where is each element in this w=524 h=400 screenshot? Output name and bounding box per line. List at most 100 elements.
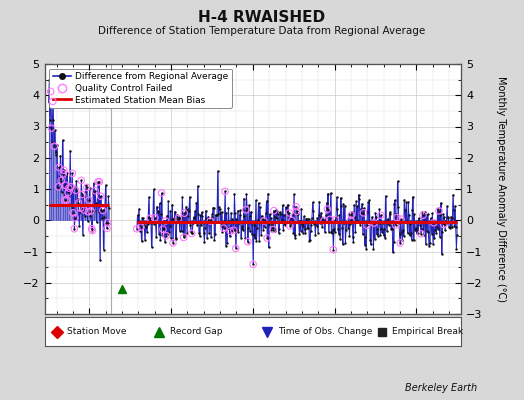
Point [406, 221, 414, 228]
Point [382, 218, 390, 224]
Point [254, 200, 263, 206]
Point [200, 230, 208, 236]
Point [169, 240, 177, 246]
Point [176, 228, 184, 234]
Point [152, 204, 161, 210]
Point [68, 170, 77, 177]
Point [285, 218, 293, 225]
Point [191, 208, 199, 214]
Point [280, 212, 288, 218]
Point [390, 201, 398, 207]
Point [326, 216, 334, 223]
Point [309, 199, 317, 206]
Point [84, 208, 92, 215]
Point [326, 190, 335, 196]
Point [309, 207, 318, 214]
Point [389, 238, 398, 245]
Point [416, 219, 424, 226]
Point [450, 207, 458, 214]
Point [370, 236, 379, 242]
Point [103, 220, 112, 226]
Point [395, 220, 403, 227]
Point [373, 231, 381, 237]
Point [271, 207, 280, 213]
Point [143, 229, 151, 236]
Point [228, 216, 237, 222]
Point [314, 212, 323, 218]
Point [385, 210, 394, 217]
Point [328, 230, 336, 236]
Point [290, 191, 298, 198]
Point [329, 246, 337, 253]
Point [270, 208, 278, 214]
Point [424, 229, 432, 235]
Point [171, 235, 180, 241]
Point [100, 246, 108, 253]
Point [298, 220, 306, 227]
Point [334, 230, 343, 237]
Point [210, 205, 218, 211]
Point [404, 199, 412, 205]
Point [89, 190, 97, 196]
Point [60, 197, 69, 203]
Point [248, 231, 256, 237]
Point [242, 191, 250, 197]
Point [213, 212, 221, 218]
Point [300, 213, 308, 220]
Point [159, 226, 167, 232]
Point [256, 203, 264, 210]
Point [440, 214, 449, 220]
Point [420, 217, 429, 224]
Point [271, 228, 279, 234]
Point [263, 235, 271, 241]
Point [352, 198, 361, 205]
Point [203, 235, 211, 241]
Point [397, 216, 405, 222]
Point [365, 218, 373, 224]
Point [299, 230, 307, 236]
Point [346, 220, 354, 227]
Point [260, 224, 269, 230]
Point [347, 212, 356, 218]
Point [439, 211, 447, 218]
Point [430, 220, 438, 226]
Point [144, 221, 152, 227]
Point [397, 216, 405, 222]
Point [141, 224, 150, 230]
Point [70, 226, 79, 232]
Point [353, 217, 361, 224]
Point [64, 185, 73, 191]
Point [94, 178, 102, 185]
Point [200, 238, 209, 245]
Point [367, 219, 376, 226]
Point [349, 239, 357, 245]
Point [339, 241, 347, 248]
Point [341, 202, 349, 209]
Point [297, 228, 305, 234]
Point [92, 219, 101, 225]
Point [90, 180, 98, 187]
Point [269, 226, 277, 233]
Point [293, 210, 301, 217]
Point [321, 218, 330, 225]
Point [266, 215, 275, 221]
Point [239, 227, 247, 234]
Point [261, 210, 270, 216]
Point [234, 208, 242, 214]
Point [218, 229, 226, 235]
Point [66, 147, 74, 154]
Point [275, 230, 283, 236]
Point [336, 194, 345, 201]
Point [413, 230, 421, 236]
Point [151, 219, 160, 226]
Point [403, 218, 411, 224]
Point [68, 204, 76, 211]
Point [332, 214, 340, 220]
Point [50, 143, 58, 150]
Point [414, 215, 423, 222]
Point [307, 222, 315, 228]
Point [303, 225, 311, 232]
Point [384, 220, 392, 226]
Point [95, 178, 104, 185]
Point [313, 214, 322, 221]
